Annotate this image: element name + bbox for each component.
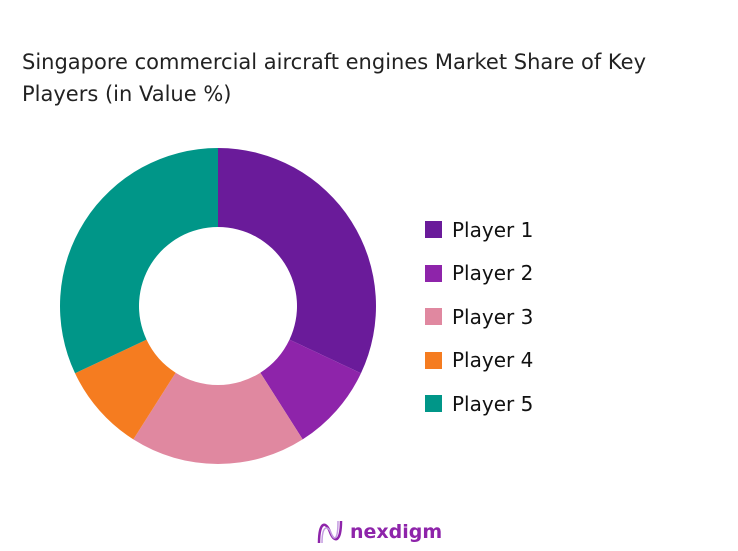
legend-item: Player 3 bbox=[425, 295, 533, 339]
legend-item: Player 5 bbox=[425, 382, 533, 426]
legend-label: Player 1 bbox=[452, 217, 534, 242]
legend-swatch bbox=[425, 308, 442, 326]
slice-player-5 bbox=[59, 148, 218, 374]
slice-player-4 bbox=[75, 339, 176, 440]
legend-swatch bbox=[425, 351, 442, 369]
legend-item: Player 4 bbox=[425, 339, 533, 383]
legend-item: Player 1 bbox=[425, 208, 533, 252]
legend-label: Player 4 bbox=[452, 348, 534, 373]
legend: Player 1 Player 2 Player 3 Player 4 Player 5 bbox=[425, 208, 533, 426]
slice-player-3 bbox=[133, 372, 303, 465]
logo-wave-icon bbox=[317, 520, 343, 544]
logo-text: nexdigm bbox=[350, 521, 443, 543]
legend-label: Player 2 bbox=[452, 261, 534, 286]
legend-swatch bbox=[425, 221, 442, 239]
legend-item: Player 2 bbox=[425, 252, 533, 296]
chart-title: Singapore commercial aircraft engines Ma… bbox=[22, 50, 647, 106]
legend-swatch bbox=[425, 264, 442, 282]
legend-label: Player 5 bbox=[452, 391, 534, 416]
slice-player-2 bbox=[260, 339, 361, 440]
legend-swatch bbox=[425, 395, 442, 413]
nexdigm-logo: nexdigm bbox=[316, 519, 442, 545]
legend-label: Player 3 bbox=[452, 304, 534, 329]
slice-player-1 bbox=[218, 148, 377, 374]
